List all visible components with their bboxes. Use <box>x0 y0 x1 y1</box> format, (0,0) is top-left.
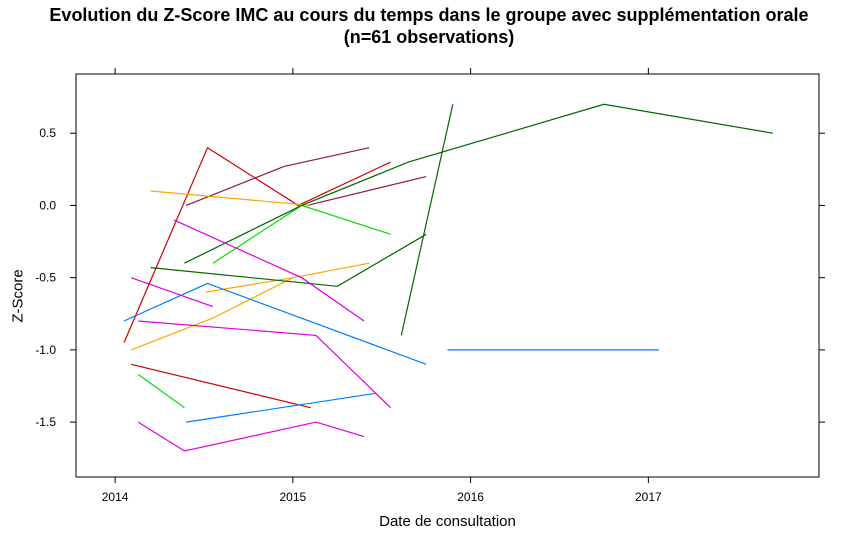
chart-title-line: Evolution du Z-Score IMC au cours du tem… <box>49 5 809 25</box>
y-tick-label: 0.5 <box>39 126 56 140</box>
series-line-6 <box>130 262 370 351</box>
x-tick-label: 2014 <box>102 490 129 504</box>
x-tick-label: 2015 <box>280 490 307 504</box>
series-line-3 <box>185 147 370 206</box>
series-line-5 <box>150 190 311 206</box>
series-line-2 <box>130 363 311 409</box>
series-line-10 <box>184 103 773 264</box>
y-tick-label: -0.5 <box>35 271 56 285</box>
y-tick-label: 0.0 <box>39 198 56 212</box>
y-axis-label: Z-Score <box>9 269 27 323</box>
series-line-16 <box>137 421 365 452</box>
y-tick-label: -1.5 <box>35 415 56 429</box>
series-line-4 <box>306 176 427 206</box>
series-line-18 <box>186 392 377 423</box>
series-line-11 <box>150 233 427 287</box>
x-tick-label: 2017 <box>635 490 662 504</box>
series-line-12 <box>400 104 454 336</box>
chart-title: Evolution du Z-Score IMC au cours du tem… <box>0 4 858 48</box>
series-line-9 <box>137 373 185 409</box>
x-tick-label: 2016 <box>457 490 484 504</box>
chart-subtitle: (n=61 observations) <box>343 27 515 47</box>
series-line-13 <box>173 219 365 322</box>
x-axis-label: Date de consultation <box>379 513 516 530</box>
y-tick-label: -1.0 <box>35 343 56 357</box>
series-line-14 <box>130 277 214 308</box>
series-line-17 <box>123 282 427 365</box>
series-line-1 <box>123 146 391 343</box>
series-line-8 <box>212 204 391 264</box>
series-line-15 <box>138 320 392 409</box>
plot-frame <box>75 73 820 478</box>
